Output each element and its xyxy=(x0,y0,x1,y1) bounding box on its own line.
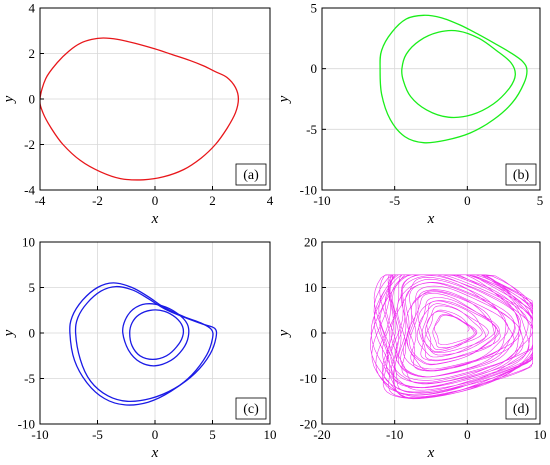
y-tick-label: 10 xyxy=(22,235,35,250)
x-tick-label: 0 xyxy=(464,427,471,442)
x-tick-label: -4 xyxy=(35,193,46,208)
y-tick-label: -20 xyxy=(300,417,317,432)
orbit-curve-2 xyxy=(401,29,516,119)
y-tick-label: 0 xyxy=(29,326,36,341)
panel-a: -4 -2 0 2 4 -4 -2 0 2 4 x y (a) xyxy=(1,1,274,228)
orbit-curve-4 xyxy=(129,309,185,361)
panel-label-box xyxy=(505,163,537,186)
plot-frame xyxy=(321,7,541,191)
panel-label-d: (d) xyxy=(513,402,530,417)
x-tick-label: 5 xyxy=(537,193,544,208)
orbit-curve-1 xyxy=(69,282,214,406)
y-tick-label: -5 xyxy=(306,122,317,137)
panel-label-c: (c) xyxy=(243,402,259,417)
orbit-curve-2 xyxy=(74,285,218,403)
y-tick-label: 0 xyxy=(311,326,318,341)
y-tick-label: 0 xyxy=(311,61,318,76)
trajectory-group xyxy=(69,282,218,406)
x-axis-label: x xyxy=(427,211,435,227)
y-axis-label: y xyxy=(276,95,292,104)
x-tick-label: -20 xyxy=(313,427,330,442)
x-tick-label: 4 xyxy=(267,193,274,208)
y-tick-label: 5 xyxy=(29,280,36,295)
y-tick-label: 5 xyxy=(311,1,318,16)
panel-label-box xyxy=(505,397,537,420)
attractor-trajectory xyxy=(370,274,533,400)
panel-d: -20 -10 0 10 -20 -10 0 10 20 x y (d) xyxy=(276,235,547,462)
x-tick-label: 0 xyxy=(152,427,159,442)
x-tick-label: -10 xyxy=(31,427,48,442)
x-tick-label: 0 xyxy=(464,193,471,208)
y-tick-label: -10 xyxy=(300,371,317,386)
y-axis-label: y xyxy=(1,329,17,338)
panel-b: -10 -5 0 5 -10 -5 0 5 x y (b) xyxy=(276,1,543,228)
x-tick-label: 2 xyxy=(209,193,216,208)
y-axis-label: y xyxy=(1,95,17,104)
x-tick-label: -5 xyxy=(389,193,400,208)
x-tick-label: 10 xyxy=(534,427,547,442)
grid-lines xyxy=(322,8,540,190)
x-axis-label: x xyxy=(427,445,435,461)
x-tick-label: -10 xyxy=(313,193,330,208)
y-tick-label: -2 xyxy=(24,137,35,152)
grid-lines xyxy=(40,8,270,190)
x-tick-label: -2 xyxy=(92,193,103,208)
panel-label-box xyxy=(235,397,267,420)
y-tick-label: -10 xyxy=(300,183,317,198)
y-tick-label: 10 xyxy=(304,280,317,295)
x-tick-label: -10 xyxy=(386,427,403,442)
y-tick-label: 2 xyxy=(29,46,36,61)
orbit-curve-1 xyxy=(40,37,240,181)
x-axis-label: x xyxy=(151,211,159,227)
y-tick-label: 4 xyxy=(29,1,36,16)
y-axis-label: y xyxy=(276,329,292,338)
y-tick-label: 0 xyxy=(29,92,36,107)
orbit-curve-1 xyxy=(379,14,528,144)
trajectory-group xyxy=(379,14,528,144)
y-tick-label: -10 xyxy=(18,417,35,432)
orbit-curve-3 xyxy=(122,303,190,367)
panel-label-a: (a) xyxy=(243,168,259,183)
x-tick-label: 10 xyxy=(264,427,277,442)
x-tick-label: 5 xyxy=(209,427,216,442)
y-tick-label: -5 xyxy=(24,371,35,386)
trajectory-group xyxy=(40,37,240,181)
y-tick-label: 20 xyxy=(304,235,317,250)
panel-label-box xyxy=(235,163,267,186)
panel-c: -10 -5 0 5 10 -10 -5 0 5 10 x y (c) xyxy=(1,235,277,462)
y-tick-label: -4 xyxy=(24,183,35,198)
trajectory-group xyxy=(370,274,533,400)
x-tick-label: 0 xyxy=(152,193,159,208)
x-tick-label: -5 xyxy=(92,427,103,442)
panel-label-b: (b) xyxy=(513,168,530,183)
x-axis-label: x xyxy=(151,445,159,461)
